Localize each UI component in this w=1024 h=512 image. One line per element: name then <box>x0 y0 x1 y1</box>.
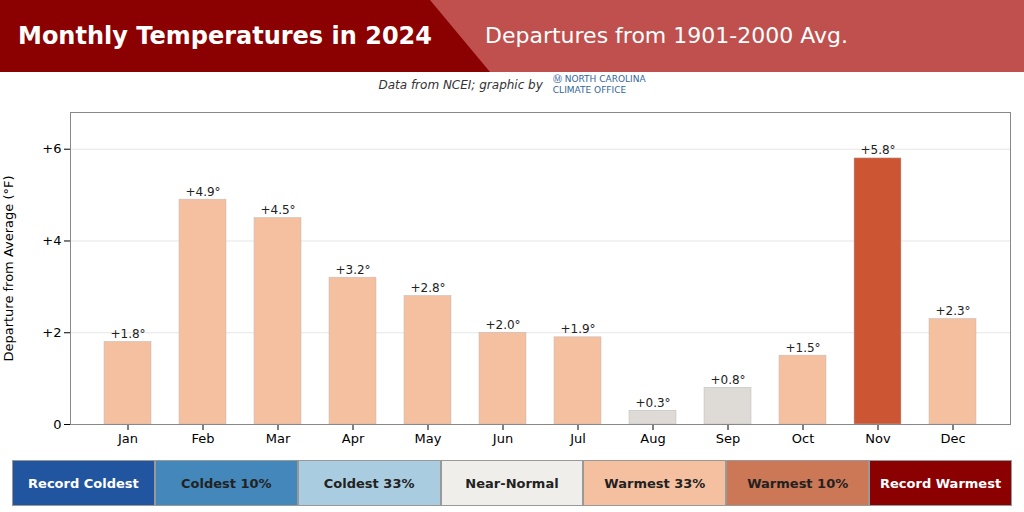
html-text:Coldest 10%: Coldest 10% <box>181 475 272 491</box>
svg-text:Dec: Dec <box>940 431 965 446</box>
svg-text:+2.0°: +2.0° <box>485 318 520 332</box>
svg-text:+0.3°: +0.3° <box>635 396 670 410</box>
html-text:Near-Normal: Near-Normal <box>465 475 559 491</box>
svg-text:Sep: Sep <box>716 431 741 446</box>
svg-text:+0.8°: +0.8° <box>710 373 745 387</box>
svg-text:Aug: Aug <box>640 431 665 446</box>
svg-text:+1.5°: +1.5° <box>785 341 820 355</box>
svg-text:+2.8°: +2.8° <box>410 281 445 295</box>
svg-text:+2.3°: +2.3° <box>935 304 970 318</box>
svg-text:Apr: Apr <box>342 431 365 446</box>
html-text:Warmest 33%: Warmest 33% <box>604 475 706 491</box>
svg-text:Nov: Nov <box>865 431 891 446</box>
svg-text:+5.8°: +5.8° <box>860 143 895 157</box>
svg-text:+4.9°: +4.9° <box>185 185 220 199</box>
svg-text:+3.2°: +3.2° <box>335 263 370 277</box>
html-text:CLIMATE OFFICE: CLIMATE OFFICE <box>552 85 627 95</box>
html-text:Record Warmest: Record Warmest <box>880 475 1002 491</box>
html-text:Data from NCEI; graphic by: Data from NCEI; graphic by <box>378 78 543 92</box>
svg-text:+4.5°: +4.5° <box>260 203 295 217</box>
svg-text:Oct: Oct <box>792 431 814 446</box>
svg-text:Feb: Feb <box>191 431 214 446</box>
html-text:Record Coldest: Record Coldest <box>28 475 139 491</box>
svg-text:+2: +2 <box>42 325 61 340</box>
svg-text:Departure from Average (°F): Departure from Average (°F) <box>1 175 16 361</box>
html-text:Departures from 1901-2000 Avg.: Departures from 1901-2000 Avg. <box>485 23 848 48</box>
svg-text:May: May <box>415 431 442 446</box>
svg-text:0: 0 <box>53 417 61 432</box>
html-text:Monthly Temperatures in 2024: Monthly Temperatures in 2024 <box>18 22 432 50</box>
svg-text:+1.8°: +1.8° <box>110 327 145 341</box>
svg-text:Jul: Jul <box>569 431 586 446</box>
svg-text:Jun: Jun <box>492 431 513 446</box>
svg-text:+4: +4 <box>42 233 61 248</box>
html-text:Ⓜ NORTH CAROLINA: Ⓜ NORTH CAROLINA <box>552 74 646 85</box>
html-text:Coldest 33%: Coldest 33% <box>323 475 415 491</box>
html-text:Warmest 10%: Warmest 10% <box>747 475 849 491</box>
svg-text:+6: +6 <box>42 141 61 156</box>
svg-text:+1.9°: +1.9° <box>560 322 595 336</box>
svg-text:Jan: Jan <box>117 431 138 446</box>
svg-text:Mar: Mar <box>266 431 291 446</box>
